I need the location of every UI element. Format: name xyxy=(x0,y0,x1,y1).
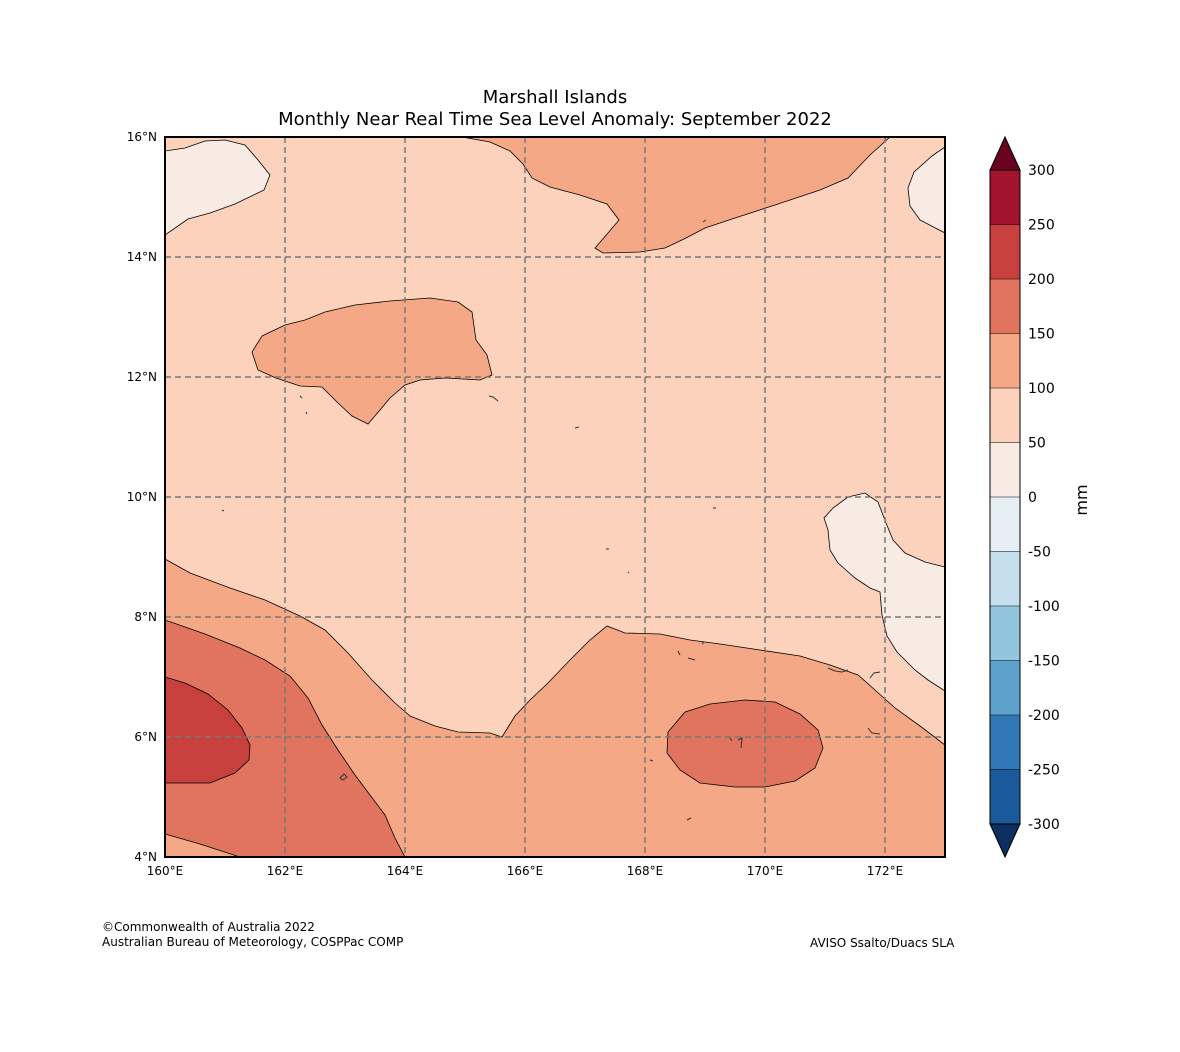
colorbar-tick-label: -250 xyxy=(1028,763,1060,779)
colorbar-tick-label: -150 xyxy=(1028,654,1060,670)
y-tick-label: 14°N xyxy=(127,250,157,264)
contour-100-150-central xyxy=(251,297,493,425)
colorbar-bin xyxy=(990,551,1020,606)
data-source-text: AVISO Ssalto/Duacs SLA xyxy=(810,936,955,950)
colorbar-bin xyxy=(990,388,1020,443)
colorbar-tick-label: 100 xyxy=(1028,381,1055,397)
contour-150-200-southcentral xyxy=(666,699,824,788)
y-tick-label: 6°N xyxy=(134,730,157,744)
graticule xyxy=(165,137,945,857)
colorbar-bin xyxy=(990,170,1020,225)
colorbar-bin xyxy=(990,606,1020,661)
colorbar-tick-label: 250 xyxy=(1028,218,1055,234)
colorbar-tick-label: -200 xyxy=(1028,708,1060,724)
x-tick-label: 160°E xyxy=(147,864,184,878)
colorbar-tick-label: 50 xyxy=(1028,436,1046,452)
colorbar-bin xyxy=(990,279,1020,334)
colorbar-tick-label: -100 xyxy=(1028,599,1060,615)
copyright-text: ©Commonwealth of Australia 2022 xyxy=(102,920,315,934)
contour-0-50-northeast xyxy=(907,146,945,234)
y-axis-labels: 16°N 14°N 12°N 10°N 8°N 6°N 4°N xyxy=(127,130,157,864)
x-axis-labels: 160°E 162°E 164°E 166°E 168°E 170°E 172°… xyxy=(147,864,904,878)
colorbar-tick-label: -300 xyxy=(1028,817,1060,833)
island-outlines xyxy=(221,219,881,821)
colorbar-tick-labels: 300 250 200 150 100 50 0 -50 -100 -150 -200 -250 -30… xyxy=(990,163,1060,833)
colorbar-bin xyxy=(990,497,1020,552)
colorbar-tick-label: 150 xyxy=(1028,327,1055,343)
x-tick-label: 162°E xyxy=(267,864,304,878)
y-tick-label: 12°N xyxy=(127,370,157,384)
agency-text: Australian Bureau of Meteorology, COSPPa… xyxy=(102,935,404,949)
colorbar-unit-label: mm xyxy=(1072,484,1091,515)
colorbar-over-arrow xyxy=(989,135,1021,171)
y-tick-label: 8°N xyxy=(134,610,157,624)
colorbar-bins xyxy=(990,170,1020,824)
colorbar-bin xyxy=(990,224,1020,279)
colorbar-tick-label: 200 xyxy=(1028,272,1055,288)
colorbar-bin xyxy=(990,333,1020,388)
colorbar-tick-label: -50 xyxy=(1028,545,1051,561)
y-tick-label: 10°N xyxy=(127,490,157,504)
x-tick-label: 164°E xyxy=(387,864,424,878)
y-tick-label: 16°N xyxy=(127,130,157,144)
y-tick-label: 4°N xyxy=(134,850,157,864)
x-tick-label: 170°E xyxy=(747,864,784,878)
x-tick-label: 172°E xyxy=(867,864,904,878)
colorbar-under-arrow xyxy=(989,823,1021,859)
colorbar-tick-label: 0 xyxy=(1028,490,1037,506)
map-subtitle: Monthly Near Real Time Sea Level Anomaly… xyxy=(278,109,832,130)
contour-200-250-southwest xyxy=(165,676,251,784)
colorbar-tick-label: 300 xyxy=(1028,163,1055,179)
contour-100-150-north xyxy=(461,137,891,254)
map-frame xyxy=(164,136,946,858)
colorbar: 300 250 200 150 100 50 0 -50 -100 -150 -200 -250 -30… xyxy=(989,135,1091,859)
x-tick-label: 168°E xyxy=(627,864,664,878)
colorbar-bin xyxy=(990,660,1020,715)
contour-0-50-northwest xyxy=(165,139,271,236)
map-title: Marshall Islands xyxy=(482,87,628,108)
x-tick-label: 166°E xyxy=(507,864,544,878)
colorbar-bin xyxy=(990,715,1020,770)
colorbar-bin xyxy=(990,769,1020,824)
colorbar-bin xyxy=(990,442,1020,497)
